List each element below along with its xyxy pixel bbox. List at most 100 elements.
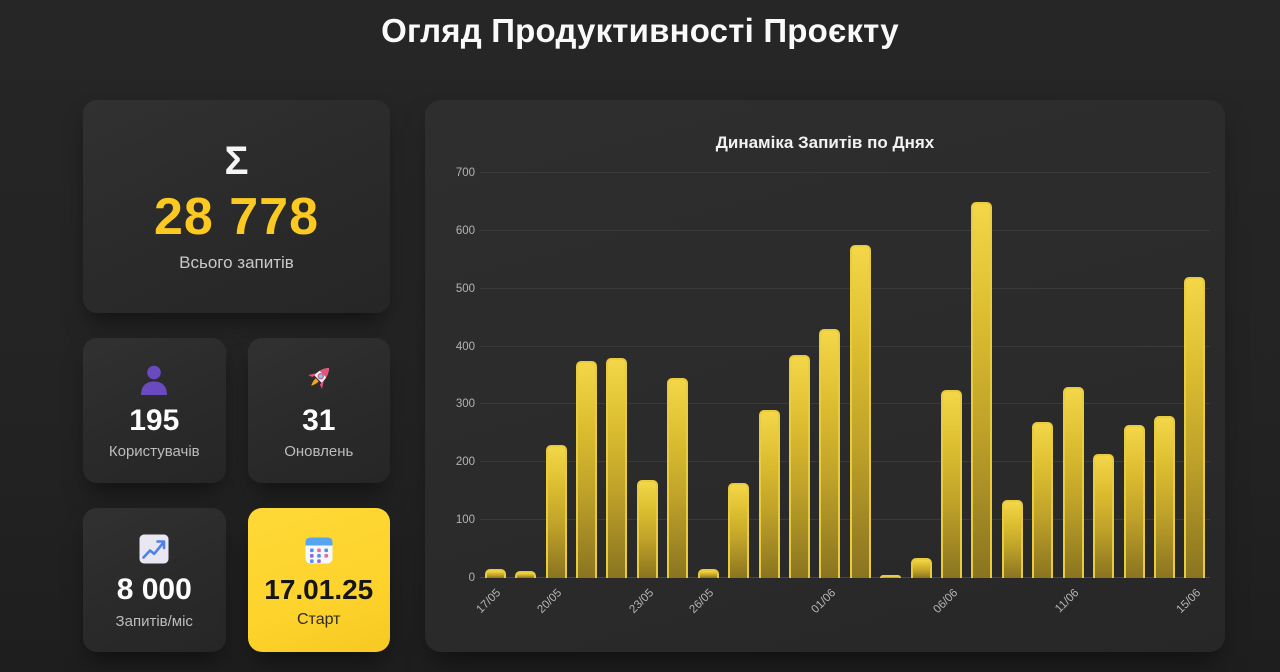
bar-slot bbox=[602, 173, 632, 578]
bar[interactable] bbox=[880, 575, 902, 578]
bar-slot bbox=[1028, 173, 1058, 578]
y-axis: 0 100 200 300 400 500 600 700 bbox=[433, 167, 475, 584]
bar[interactable] bbox=[1123, 424, 1145, 578]
bar-slot bbox=[1088, 173, 1118, 578]
stat-card-users: 195 Користувачів bbox=[83, 338, 226, 483]
bar-slot: 06/06 bbox=[931, 173, 966, 616]
bar[interactable] bbox=[758, 410, 780, 578]
updates-value: 31 bbox=[302, 403, 336, 437]
stats-row-2: 8 000 Запитів/міс bbox=[83, 508, 390, 652]
page-title: Огляд Продуктивності Проєкту bbox=[381, 12, 899, 49]
bar[interactable] bbox=[941, 389, 963, 578]
x-tick-label: 20/05 bbox=[535, 587, 565, 616]
gridline bbox=[480, 172, 1210, 173]
bar-slot bbox=[1119, 173, 1149, 578]
bar[interactable] bbox=[910, 557, 932, 578]
bar[interactable] bbox=[1062, 387, 1084, 578]
gridline bbox=[480, 403, 1210, 405]
rpm-value: 8 000 bbox=[116, 573, 192, 607]
bar[interactable] bbox=[849, 245, 871, 578]
sigma-icon: Σ bbox=[224, 138, 249, 183]
gridline bbox=[480, 345, 1210, 347]
x-tick-label: 11/06 bbox=[1053, 587, 1082, 616]
x-tick-label: 06/06 bbox=[931, 587, 961, 616]
bar[interactable] bbox=[1093, 453, 1115, 578]
rpm-label: Запитів/міс bbox=[115, 612, 193, 630]
bar-slot: 17/05 bbox=[475, 173, 510, 616]
x-tick-label: 15/06 bbox=[1174, 587, 1204, 616]
total-requests-label: Всього запитів bbox=[179, 252, 294, 272]
y-tick-label: 200 bbox=[455, 456, 475, 469]
bar[interactable] bbox=[971, 201, 993, 578]
bar[interactable] bbox=[667, 378, 689, 578]
bar-slot bbox=[997, 173, 1027, 578]
bar[interactable] bbox=[515, 571, 537, 578]
gridline bbox=[480, 229, 1210, 231]
bar-slot bbox=[967, 173, 997, 578]
stat-card-updates: 31 Оновлень bbox=[247, 338, 390, 483]
bar-slot: 26/05 bbox=[688, 173, 723, 616]
users-label: Користувачів bbox=[108, 443, 200, 461]
start-date-label: Старт bbox=[297, 611, 341, 629]
bar[interactable] bbox=[1032, 421, 1054, 578]
bar[interactable] bbox=[697, 569, 719, 578]
x-tick-label: 26/05 bbox=[687, 587, 717, 616]
bar-slot bbox=[906, 173, 936, 578]
y-tick-label: 0 bbox=[468, 572, 475, 584]
users-value: 195 bbox=[129, 403, 180, 437]
gridline bbox=[480, 519, 1210, 521]
bar-slot bbox=[1149, 173, 1179, 578]
gridline bbox=[480, 461, 1210, 463]
bar[interactable] bbox=[575, 361, 597, 578]
rocket-icon bbox=[300, 361, 338, 399]
bar[interactable] bbox=[1184, 277, 1206, 578]
bar[interactable] bbox=[545, 444, 567, 578]
x-tick-label: 17/05 bbox=[474, 587, 504, 616]
bar[interactable] bbox=[636, 479, 658, 578]
chart-up-icon bbox=[135, 530, 173, 568]
y-tick-label: 700 bbox=[455, 167, 475, 179]
bar[interactable] bbox=[1001, 499, 1023, 578]
x-tick-label: 23/05 bbox=[626, 587, 656, 616]
bar[interactable] bbox=[788, 355, 810, 578]
bar-slot: 23/05 bbox=[627, 173, 662, 616]
bar-slot bbox=[723, 173, 753, 578]
gridline bbox=[480, 287, 1210, 289]
stat-card-rpm: 8 000 Запитів/міс bbox=[83, 508, 226, 652]
bar-slot: 15/06 bbox=[1175, 173, 1210, 616]
bar-slot bbox=[875, 173, 905, 578]
gridline bbox=[480, 577, 1210, 578]
updates-label: Оновлень bbox=[284, 443, 354, 461]
user-icon bbox=[135, 361, 173, 399]
x-tick-label: 01/06 bbox=[809, 587, 839, 616]
bar[interactable] bbox=[819, 329, 841, 578]
bar[interactable] bbox=[728, 482, 750, 578]
y-tick-label: 300 bbox=[455, 398, 475, 411]
bar-slot bbox=[510, 173, 540, 578]
calendar-icon bbox=[300, 531, 338, 569]
bar[interactable] bbox=[1153, 416, 1175, 578]
y-tick-label: 100 bbox=[455, 514, 475, 527]
plot-area: 17/05 20/05 23/05 26/05 01/06 06/06 11/06 15/06 bbox=[475, 172, 1210, 616]
stats-row-1: 195 Користувачів 31 Оновлень bbox=[83, 338, 390, 483]
bar[interactable] bbox=[606, 358, 628, 578]
chart-panel: Динаміка Запитів по Днях 0 100 200 300 400 50… bbox=[425, 100, 1225, 652]
y-tick-label: 400 bbox=[455, 340, 475, 353]
stat-card-start: 17.01.25 Старт bbox=[247, 508, 390, 652]
bar[interactable] bbox=[484, 569, 506, 578]
bar-slot bbox=[784, 173, 814, 578]
bar-slot: 01/06 bbox=[810, 173, 845, 616]
chart-title: Динаміка Запитів по Днях bbox=[715, 133, 935, 152]
bar-slot bbox=[571, 173, 601, 578]
start-date-value: 17.01.25 bbox=[264, 573, 374, 605]
bar-slot bbox=[754, 173, 784, 578]
stats-column: Σ 28 778 Всього запитів 195 Користувачів bbox=[83, 100, 390, 652]
total-requests-value: 28 778 bbox=[153, 187, 320, 246]
bar-slot: 20/05 bbox=[536, 173, 571, 616]
y-tick-label: 600 bbox=[455, 224, 475, 237]
bar-slot: 11/06 bbox=[1053, 173, 1088, 615]
stat-card-total: Σ 28 778 Всього запитів bbox=[83, 100, 390, 313]
bar-slot bbox=[663, 173, 693, 578]
bar-slot bbox=[845, 173, 875, 578]
y-tick-label: 500 bbox=[455, 282, 475, 295]
